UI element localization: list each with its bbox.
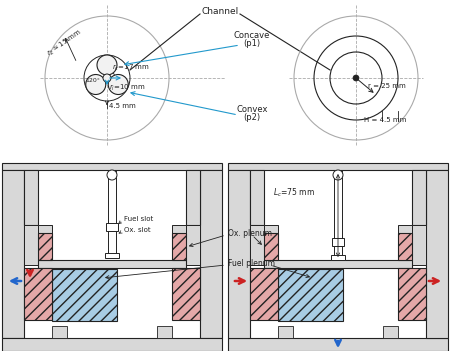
- Bar: [24, 268, 52, 320]
- Circle shape: [352, 75, 358, 81]
- Bar: [24, 225, 38, 265]
- Text: Convex: Convex: [236, 106, 267, 114]
- Bar: [156, 326, 172, 338]
- Bar: [333, 246, 341, 258]
- Bar: [2, 338, 221, 351]
- Bar: [108, 170, 116, 230]
- Circle shape: [108, 74, 128, 94]
- Circle shape: [97, 55, 117, 75]
- Text: Fuel plenum: Fuel plenum: [227, 258, 274, 267]
- Bar: [249, 225, 263, 265]
- Bar: [105, 253, 119, 258]
- Bar: [38, 260, 186, 268]
- Bar: [411, 170, 425, 225]
- Bar: [425, 170, 447, 338]
- Bar: [172, 233, 186, 260]
- Text: $r_i$=10 mm: $r_i$=10 mm: [109, 83, 145, 93]
- Bar: [277, 269, 342, 321]
- Bar: [2, 163, 221, 170]
- Bar: [108, 231, 116, 256]
- Text: 4.5 mm: 4.5 mm: [109, 103, 135, 109]
- Bar: [411, 225, 425, 265]
- Text: Concave: Concave: [233, 31, 270, 40]
- Text: $L_c$=75 mm: $L_c$=75 mm: [272, 187, 314, 199]
- Text: 120°: 120°: [85, 78, 100, 82]
- Bar: [249, 170, 263, 225]
- Bar: [227, 163, 447, 170]
- Text: Fuel slot: Fuel slot: [124, 216, 153, 222]
- Bar: [263, 260, 411, 268]
- Bar: [397, 233, 411, 260]
- Bar: [277, 326, 292, 338]
- Text: $r_c$=17 mm: $r_c$=17 mm: [112, 63, 149, 73]
- Bar: [397, 225, 411, 260]
- Bar: [106, 223, 118, 231]
- Bar: [38, 233, 52, 260]
- Bar: [227, 338, 447, 351]
- Bar: [172, 225, 186, 260]
- Bar: [24, 170, 38, 225]
- Bar: [227, 170, 249, 338]
- Text: Ox. slot: Ox. slot: [124, 227, 150, 233]
- Bar: [330, 255, 344, 260]
- Bar: [333, 170, 341, 245]
- Bar: [263, 225, 277, 260]
- Bar: [249, 268, 277, 320]
- Bar: [331, 238, 343, 246]
- Circle shape: [103, 74, 111, 82]
- Text: (p1): (p1): [243, 39, 260, 47]
- Bar: [52, 269, 117, 321]
- Text: Ox. plenum: Ox. plenum: [227, 229, 272, 238]
- Text: Channel: Channel: [201, 7, 238, 15]
- Bar: [199, 170, 221, 338]
- Bar: [52, 326, 67, 338]
- Bar: [38, 225, 52, 260]
- Bar: [382, 326, 397, 338]
- Bar: [397, 268, 425, 320]
- Circle shape: [107, 170, 117, 180]
- Text: (p2): (p2): [243, 113, 260, 122]
- Bar: [186, 170, 199, 225]
- Circle shape: [332, 170, 342, 180]
- Bar: [263, 233, 277, 260]
- Circle shape: [86, 74, 106, 94]
- Text: $r_2$$\approx$15 mm: $r_2$$\approx$15 mm: [45, 27, 84, 59]
- Text: r = 25 mm: r = 25 mm: [367, 83, 405, 89]
- Bar: [2, 170, 24, 338]
- Bar: [186, 225, 199, 265]
- Bar: [172, 268, 199, 320]
- Text: H = 4.5 mm: H = 4.5 mm: [363, 117, 405, 123]
